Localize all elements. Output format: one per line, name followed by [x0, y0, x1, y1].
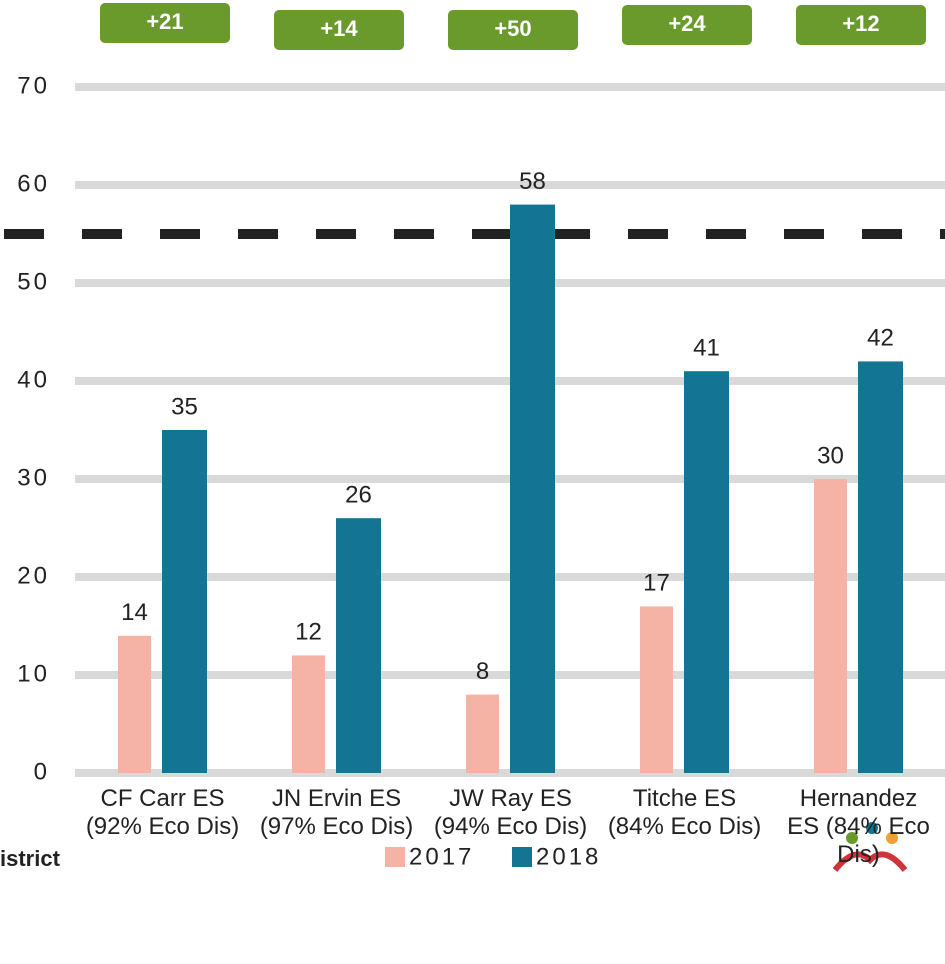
value-label: 42	[867, 325, 894, 352]
x-tick-label: Hernandez ES (84% Eco Dis)	[787, 785, 930, 868]
value-label: 58	[519, 168, 546, 195]
y-tick-label: 30	[17, 464, 50, 491]
annotation: +14	[320, 16, 358, 41]
legend-swatch	[512, 847, 532, 867]
x-tick-label-box: Hernandez ES (84% Eco Dis)	[787, 785, 930, 868]
bar	[118, 635, 151, 773]
y-tick-label: 60	[17, 170, 50, 197]
footer-text: istrict	[0, 846, 61, 871]
y-tick-label: 40	[17, 366, 50, 393]
annotation-box	[622, 5, 752, 45]
annotation: +24	[668, 11, 706, 36]
x-tick-label: Titche ES (84% Eco Dis)	[607, 785, 762, 840]
x-tick-label: JN Ervin ES (97% Eco Dis)	[259, 785, 414, 840]
legend-swatch	[385, 847, 405, 867]
annotation-box	[796, 5, 926, 45]
bar	[466, 694, 499, 773]
bar	[162, 430, 207, 773]
annotation-box	[448, 10, 578, 50]
legend-label: 2017	[409, 843, 474, 870]
x-tick-label: CF Carr ES (92% Eco Dis)	[85, 785, 240, 840]
x-tick-label-box: JW Ray ES (94% Eco Dis)	[433, 785, 588, 840]
bar	[292, 655, 325, 773]
annotation: +21	[146, 9, 183, 34]
bar	[510, 204, 555, 774]
y-tick-label: 0	[34, 758, 50, 785]
x-tick-label-box: Titche ES (84% Eco Dis)	[607, 785, 762, 840]
y-tick-label: 70	[17, 72, 50, 99]
bar	[640, 606, 673, 773]
bar	[814, 479, 847, 773]
value-label: 14	[121, 599, 148, 626]
value-label: 35	[171, 393, 198, 420]
annotation: +12	[842, 11, 879, 36]
x-tick-label-box: JN Ervin ES (97% Eco Dis)	[259, 785, 414, 840]
logo	[832, 822, 908, 872]
y-tick-label: 20	[17, 562, 50, 589]
bar	[858, 361, 903, 773]
annotation: +50	[494, 16, 531, 41]
annotation-box	[274, 10, 404, 50]
y-tick-label: 50	[17, 268, 50, 295]
x-tick-label-box: CF Carr ES (92% Eco Dis)	[85, 785, 240, 840]
value-label: 12	[295, 619, 322, 646]
value-label: 17	[643, 570, 670, 597]
annotation-box	[100, 3, 230, 43]
legend-label: 2018	[536, 843, 601, 870]
bar	[684, 371, 729, 773]
value-label: 41	[693, 335, 720, 362]
x-tick-label: JW Ray ES (94% Eco Dis)	[433, 785, 588, 840]
value-label: 26	[345, 482, 372, 509]
bar	[336, 518, 381, 773]
value-label: 8	[476, 658, 489, 685]
value-label: 30	[817, 442, 844, 469]
y-tick-label: 10	[17, 660, 50, 687]
